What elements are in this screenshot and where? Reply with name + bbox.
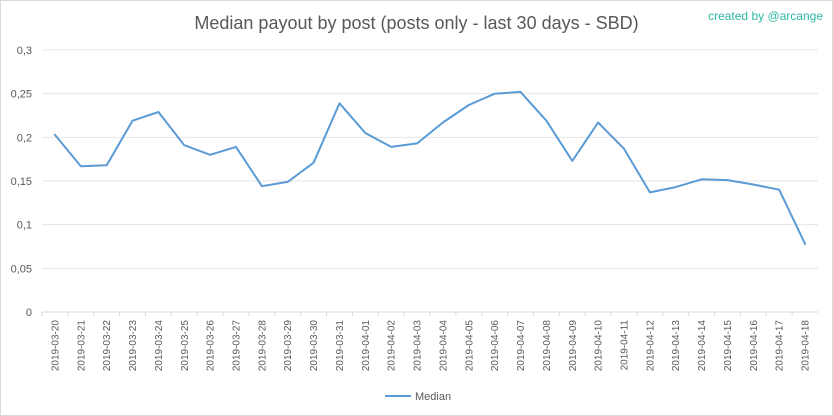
- x-tick-label: 2019-04-06: [490, 320, 501, 372]
- data-point: [545, 120, 547, 122]
- data-point: [468, 104, 470, 106]
- y-tick-label: 0,1: [17, 220, 32, 232]
- data-point: [675, 186, 677, 188]
- data-point: [54, 134, 56, 136]
- data-point: [494, 93, 496, 95]
- data-point: [571, 160, 573, 162]
- x-tick-label: 2019-04-01: [361, 320, 372, 372]
- x-tick-label: 2019-03-31: [335, 320, 346, 372]
- x-tick-label: 2019-03-28: [257, 320, 268, 372]
- x-axis-ticks: 2019-03-20 2019-03-21 2019-03-22 2019-03-23…: [41, 312, 812, 372]
- y-tick-label: 0,25: [11, 89, 32, 101]
- data-point: [235, 146, 237, 148]
- data-point: [183, 144, 185, 146]
- x-tick-label: 2019-03-25: [180, 320, 191, 372]
- data-point: [390, 146, 392, 148]
- x-tick-label: 2019-04-18: [801, 320, 812, 372]
- y-axis-ticks: 0 0,05 0,1 0,15 0,2 0,25 0,3: [11, 45, 32, 319]
- data-point: [364, 132, 366, 134]
- x-tick-label: 2019-03-23: [128, 320, 139, 372]
- chart-title: Median payout by post (posts only - last…: [194, 13, 639, 33]
- x-tick-label: 2019-03-30: [309, 320, 320, 372]
- y-tick-label: 0,3: [17, 45, 32, 57]
- x-tick-label: 2019-04-07: [516, 320, 527, 372]
- y-tick-label: 0,05: [11, 263, 32, 275]
- data-point: [157, 111, 159, 113]
- series-line-median: [53, 90, 807, 245]
- x-tick-label: 2019-03-29: [283, 320, 294, 372]
- data-point: [701, 178, 703, 180]
- y-tick-label: 0,15: [11, 176, 32, 188]
- data-point: [287, 181, 289, 183]
- series-group: [53, 90, 807, 245]
- data-point: [649, 191, 651, 193]
- x-tick-label: 2019-03-24: [154, 320, 165, 372]
- x-tick-label: 2019-04-05: [464, 320, 475, 372]
- x-tick-label: 2019-04-04: [438, 320, 449, 372]
- data-point: [80, 165, 82, 167]
- x-tick-label: 2019-03-27: [232, 320, 243, 372]
- x-tick-label: 2019-03-22: [102, 320, 113, 372]
- data-point: [132, 120, 134, 122]
- data-point: [804, 243, 806, 245]
- data-point: [338, 102, 340, 104]
- data-point: [106, 164, 108, 166]
- x-tick-label: 2019-04-09: [568, 320, 579, 372]
- x-tick-label: 2019-04-08: [542, 320, 553, 372]
- legend-label: Median: [415, 391, 451, 403]
- data-point: [597, 121, 599, 123]
- data-point: [261, 185, 263, 187]
- data-point: [752, 183, 754, 185]
- data-point: [726, 179, 728, 181]
- data-point: [416, 142, 418, 144]
- x-tick-label: 2019-04-14: [697, 320, 708, 372]
- x-tick-label: 2019-04-13: [671, 320, 682, 372]
- x-tick-label: 2019-03-20: [50, 320, 61, 372]
- x-tick-label: 2019-03-26: [206, 320, 217, 372]
- y-tick-label: 0: [26, 307, 32, 319]
- x-tick-label: 2019-04-16: [749, 320, 760, 372]
- gridlines: [42, 49, 818, 313]
- data-point: [442, 121, 444, 123]
- x-tick-label: 2019-04-11: [620, 320, 631, 371]
- legend: Median: [385, 391, 451, 403]
- data-point: [313, 162, 315, 164]
- data-point: [209, 154, 211, 156]
- data-point: [778, 189, 780, 191]
- x-tick-label: 2019-04-10: [594, 320, 605, 372]
- x-tick-label: 2019-04-12: [645, 320, 656, 372]
- data-point: [520, 91, 522, 93]
- x-tick-label: 2019-04-15: [723, 320, 734, 372]
- data-point: [623, 148, 625, 150]
- x-tick-label: 2019-04-03: [413, 320, 424, 372]
- y-tick-label: 0,2: [17, 132, 32, 144]
- x-tick-label: 2019-03-21: [76, 320, 87, 372]
- x-tick-label: 2019-04-17: [775, 320, 786, 372]
- credit-label: created by @arcange: [708, 9, 823, 23]
- x-tick-label: 2019-04-02: [387, 320, 398, 372]
